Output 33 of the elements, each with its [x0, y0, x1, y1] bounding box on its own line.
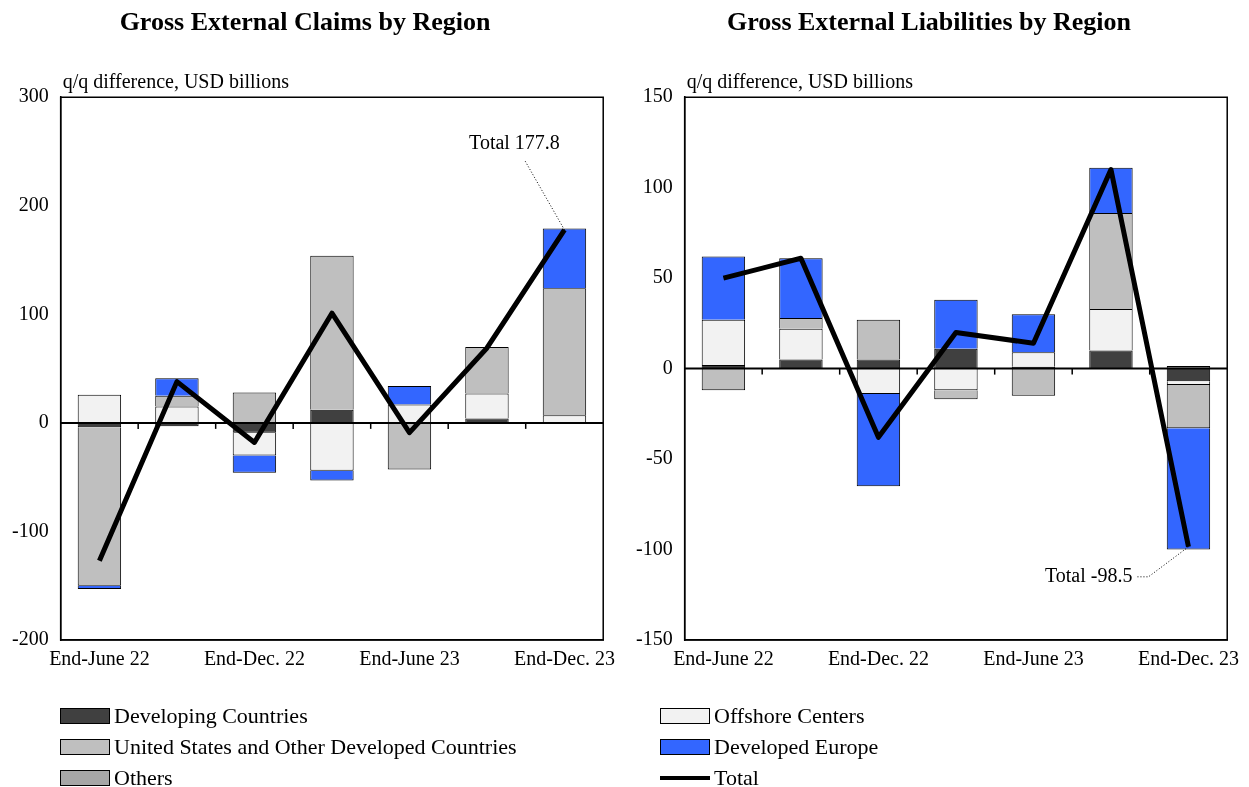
- x-tick-label: End-June 22: [49, 647, 150, 670]
- legend-label: United States and Other Developed Countries: [114, 733, 517, 761]
- y-tick-label: -100: [11, 518, 49, 541]
- y-tick-label: -200: [11, 627, 49, 650]
- y-tick-label: -100: [635, 536, 673, 559]
- x-tick-label: End-June 22: [673, 647, 774, 670]
- y-tick-label: -50: [645, 446, 673, 469]
- y-tick-label: 50: [652, 265, 673, 288]
- y-axis-title: q/q difference, USD billions: [62, 70, 290, 94]
- legend-label: Developed Europe: [714, 733, 879, 761]
- x-tick-label: End-Dec. 22: [203, 647, 305, 670]
- annotation: Total 177.8: [469, 131, 560, 154]
- y-tick-label: 100: [18, 301, 49, 324]
- y-axis-title: q/q difference, USD billions: [686, 70, 914, 94]
- chart-title: Gross External Liabilities by Region: [727, 7, 1132, 37]
- y-tick-label: 100: [642, 174, 673, 197]
- legend-label: Others: [114, 764, 173, 787]
- x-tick-label: End-Dec. 22: [827, 647, 929, 670]
- x-tick-label: End-June 23: [983, 647, 1084, 670]
- legend-label: Total: [714, 764, 759, 787]
- legend-label: Developing Countries: [114, 702, 308, 730]
- y-tick-label: 300: [18, 84, 49, 107]
- x-tick-label: End-Dec. 23: [513, 647, 615, 670]
- chart-title: Gross External Claims by Region: [119, 7, 491, 37]
- y-tick-label: 0: [662, 355, 673, 378]
- y-tick-label: 0: [38, 410, 49, 433]
- x-tick-label: End-Dec. 23: [1137, 647, 1239, 670]
- y-tick-label: 150: [642, 84, 673, 107]
- x-tick-label: End-June 23: [359, 647, 460, 670]
- legend-label: Offshore Centers: [714, 702, 865, 730]
- annotation: Total -98.5: [1044, 564, 1133, 587]
- y-tick-label: -150: [635, 627, 673, 650]
- y-tick-label: 200: [18, 193, 49, 216]
